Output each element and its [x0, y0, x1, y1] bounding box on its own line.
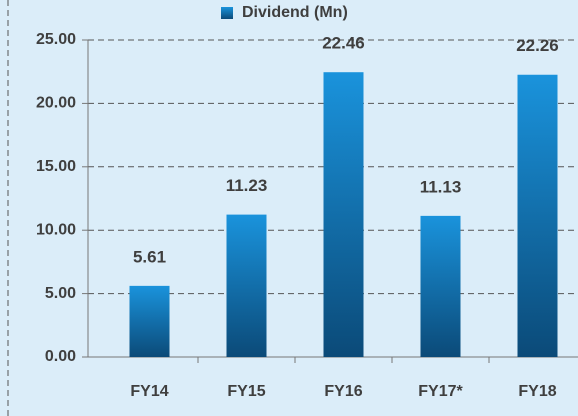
data-label: 22.46 [322, 34, 365, 53]
bar [323, 72, 364, 357]
bar [129, 285, 170, 357]
y-tick-label: 10.00 [36, 221, 76, 238]
y-tick-label: 25.00 [36, 31, 76, 48]
x-tick-label: FY16 [324, 383, 362, 400]
x-tick-label: FY14 [130, 383, 168, 400]
data-label: 11.13 [420, 177, 462, 196]
data-label: 22.26 [516, 36, 559, 55]
legend-swatch [221, 7, 233, 19]
data-label: 11.23 [226, 176, 268, 195]
y-tick-label: 5.00 [45, 285, 76, 302]
bar [420, 215, 461, 357]
y-tick-label: 0.00 [45, 348, 76, 365]
data-label: 5.61 [133, 247, 166, 266]
y-tick-label: 15.00 [36, 158, 76, 175]
x-tick-label: FY17* [418, 383, 463, 400]
x-tick-label: FY15 [227, 383, 265, 400]
legend-label: Dividend (Mn) [242, 4, 348, 21]
bar [517, 74, 558, 358]
x-tick-label: FY18 [518, 383, 556, 400]
bar [226, 214, 267, 357]
y-tick-label: 20.00 [36, 95, 76, 112]
